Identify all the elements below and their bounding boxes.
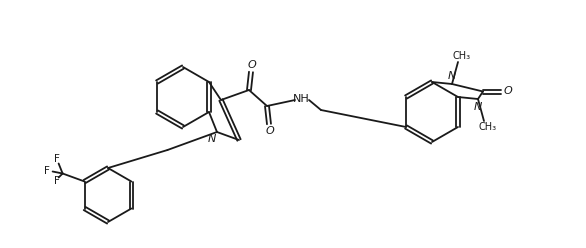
Text: NH: NH xyxy=(292,94,309,104)
Text: O: O xyxy=(503,87,512,96)
Text: F: F xyxy=(54,155,60,164)
Text: N: N xyxy=(448,71,456,81)
Text: N: N xyxy=(208,134,216,144)
Text: O: O xyxy=(248,60,256,70)
Text: F: F xyxy=(44,166,50,177)
Text: O: O xyxy=(265,126,274,136)
Text: CH₃: CH₃ xyxy=(479,122,497,132)
Text: CH₃: CH₃ xyxy=(453,51,471,61)
Text: F: F xyxy=(54,177,60,186)
Text: N: N xyxy=(474,102,482,112)
